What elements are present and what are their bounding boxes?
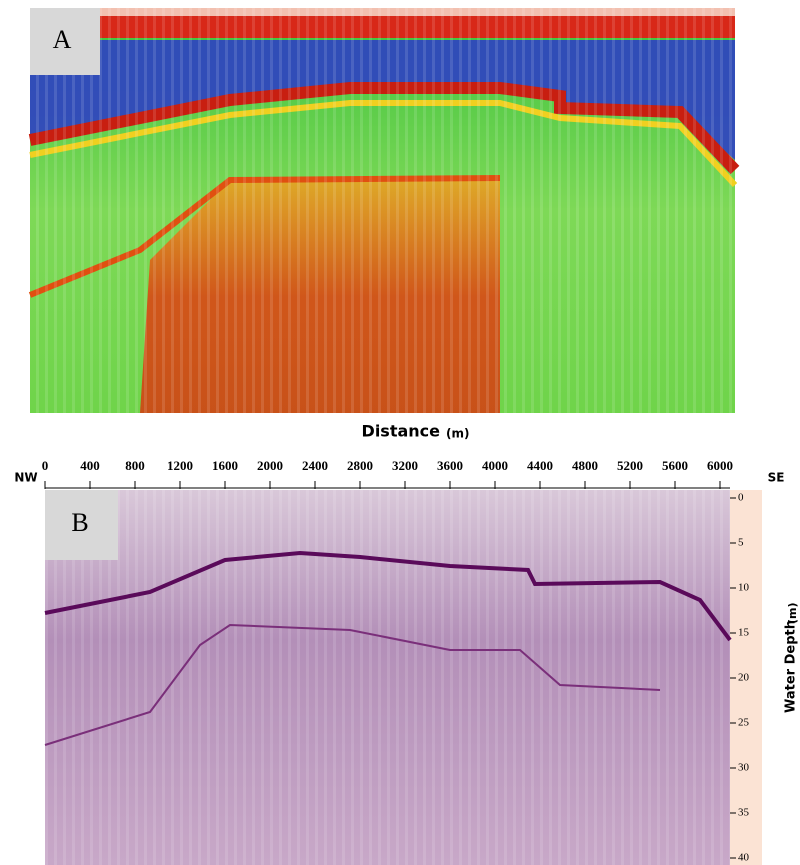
panel-label: A — [53, 25, 72, 54]
distance-tick-label: 800 — [125, 458, 145, 473]
distance-tick-label: 0 — [42, 458, 49, 473]
axis-label: Distance — [362, 422, 441, 441]
trace-texture — [45, 490, 730, 865]
depth-tick-label: 20 — [738, 672, 750, 684]
depth-tick-label: 35 — [738, 807, 750, 819]
panel-a: A Distance (m) — [28, 8, 740, 441]
depth-tick-label: 10 — [738, 582, 750, 594]
distance-tick-label: 4400 — [527, 458, 553, 473]
distance-tick-label: 2000 — [257, 458, 283, 473]
distance-tick-label: 4800 — [572, 458, 598, 473]
distance-tick-label: 1200 — [167, 458, 193, 473]
distance-tick-label: 5200 — [617, 458, 643, 473]
depth-tick-label: 5 — [738, 537, 744, 549]
end-label: SE — [768, 471, 785, 485]
depth-tick-label: 25 — [738, 717, 750, 729]
seabed-reflector — [44, 550, 732, 642]
depth-tick-label: 40 — [738, 852, 750, 864]
label-box — [45, 490, 118, 560]
label-box — [30, 8, 100, 75]
axis-label: Water Depth — [784, 620, 799, 713]
distance-tick-label: 3200 — [392, 458, 418, 473]
distance-tick-label: 5600 — [662, 458, 688, 473]
axis-unit: (m) — [446, 427, 469, 441]
distance-tick-label: 6000 — [707, 458, 733, 473]
depth-tick-label: 15 — [738, 627, 750, 639]
distance-tick-label: 1600 — [212, 458, 238, 473]
panel-b: B NW SE Water Depth (m) 0 400 800 1200 1600 2… — [14, 458, 799, 865]
distance-tick-label: 2800 — [347, 458, 373, 473]
axis-unit: (m) — [786, 602, 799, 624]
trace-texture — [30, 8, 735, 413]
distance-tick-label: 4000 — [482, 458, 508, 473]
end-label: NW — [14, 471, 37, 485]
panel-label: B — [71, 508, 88, 537]
distance-tick-label: 2400 — [302, 458, 328, 473]
distance-tick-label: 400 — [80, 458, 100, 473]
distance-tick-label: 3600 — [437, 458, 463, 473]
sub-reflector — [44, 623, 661, 746]
depth-tick-label: 0 — [738, 492, 744, 504]
depth-tick-label: 30 — [738, 762, 750, 774]
